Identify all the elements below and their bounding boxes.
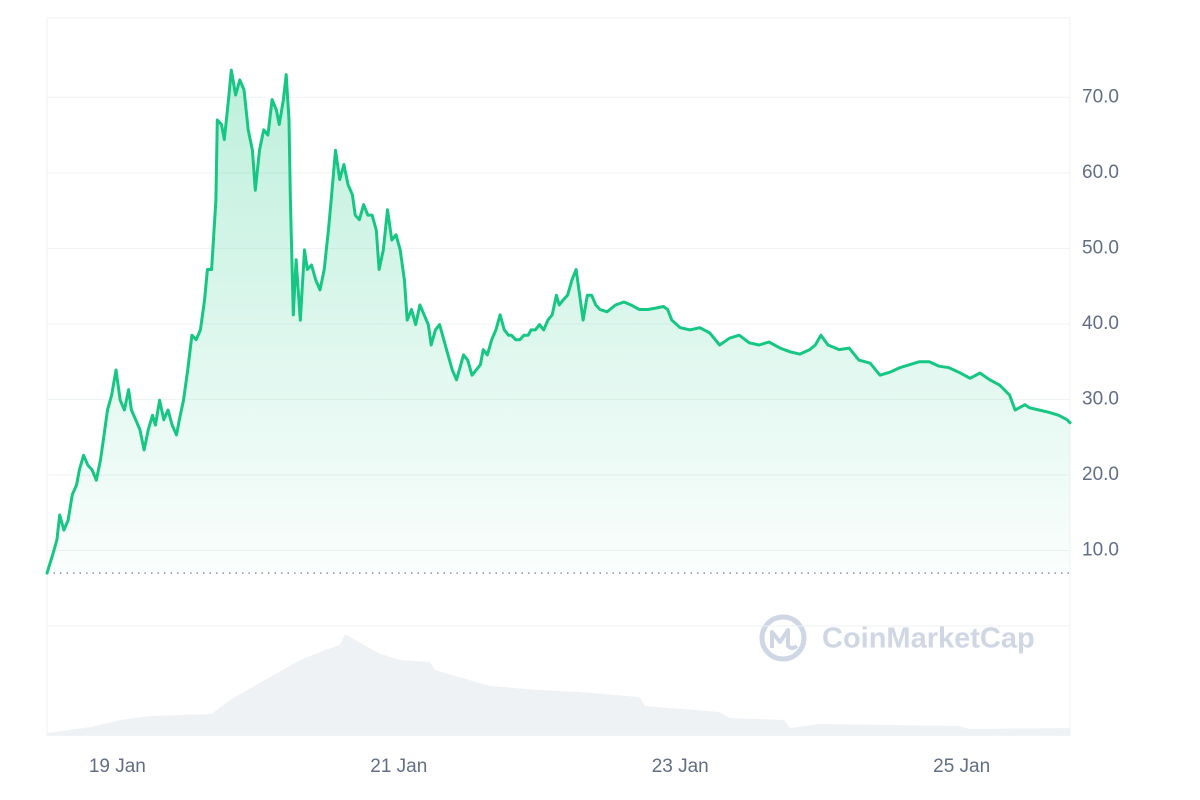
y-tick-label: 10.0 bbox=[1082, 539, 1119, 560]
price-area bbox=[47, 70, 1070, 574]
watermark-text: CoinMarketCap bbox=[822, 623, 1035, 655]
y-tick-label: 30.0 bbox=[1082, 388, 1119, 409]
y-tick-label: 60.0 bbox=[1082, 162, 1119, 183]
y-tick-label: 70.0 bbox=[1082, 86, 1119, 107]
x-tick-label: 25 Jan bbox=[933, 756, 990, 777]
x-tick-label: 23 Jan bbox=[652, 756, 709, 777]
watermark: CoinMarketCap bbox=[759, 614, 1035, 662]
price-line bbox=[45, 68, 1072, 575]
x-tick-label: 21 Jan bbox=[370, 756, 427, 777]
y-tick-label: 50.0 bbox=[1082, 237, 1119, 258]
x-tick-label: 19 Jan bbox=[89, 756, 146, 777]
volume-area bbox=[47, 634, 1070, 735]
y-tick-label: 40.0 bbox=[1082, 313, 1119, 334]
watermark-logo bbox=[759, 614, 807, 662]
y-tick-label: 20.0 bbox=[1082, 464, 1119, 485]
watermark-logo-mark bbox=[770, 628, 799, 650]
